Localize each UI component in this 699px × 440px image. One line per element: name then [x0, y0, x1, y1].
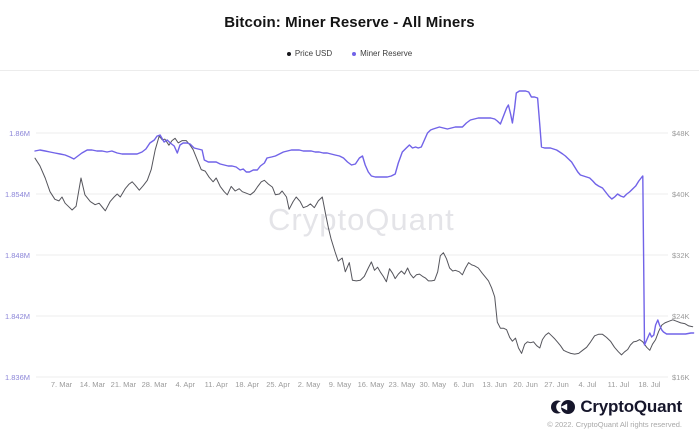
watermark: CryptoQuant: [268, 202, 455, 237]
chart-title: Bitcoin: Miner Reserve - All Miners: [224, 14, 475, 31]
miner-reserve-dot-icon: [352, 51, 357, 56]
footer: CryptoQuant © 2022. CryptoQuant All righ…: [547, 397, 682, 429]
header-divider: [0, 70, 699, 71]
chart-legend: Price USD Miner Reserve: [0, 49, 699, 58]
legend-label-price-usd: Price USD: [294, 49, 333, 58]
brand-row: CryptoQuant: [547, 397, 682, 417]
chart-plot-area[interactable]: CryptoQuant: [0, 70, 699, 390]
price-usd-dot-icon: [286, 51, 291, 56]
legend-item-miner-reserve[interactable]: Miner Reserve: [352, 49, 412, 58]
legend-label-miner-reserve: Miner Reserve: [360, 49, 413, 58]
cryptoquant-logo-icon: [551, 400, 576, 414]
legend-item-price-usd[interactable]: Price USD: [286, 49, 333, 58]
price-usd-line: [34, 135, 694, 356]
miner-reserve-line: [34, 90, 695, 346]
brand-name: CryptoQuant: [580, 397, 682, 416]
copyright: © 2022. CryptoQuant All rights reserved.: [547, 420, 682, 429]
